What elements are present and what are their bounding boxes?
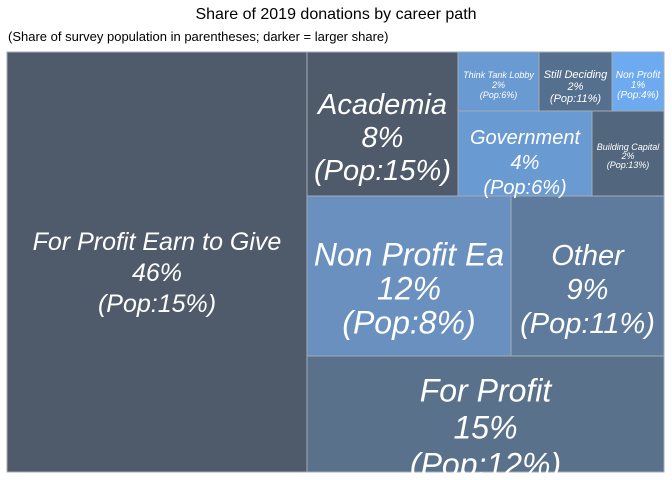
tile-label-for-profit-earn-to-give: For Profit Earn to Give bbox=[33, 228, 282, 256]
tile-share-other: 9% bbox=[567, 274, 609, 306]
tile-label-academia: Academia bbox=[316, 89, 447, 121]
tile-pop-academia: (Pop:15%) bbox=[314, 155, 451, 187]
tile-pop-for-profit-earn-to-give: (Pop:15%) bbox=[98, 290, 216, 318]
tile-for-profit bbox=[306, 355, 665, 473]
tile-share-for-profit-earn-to-give: 46% bbox=[132, 259, 182, 287]
tile-pop-still-deciding: (Pop:11%) bbox=[550, 93, 601, 105]
tile-label-non-profit: Non Profit bbox=[616, 70, 662, 81]
chart-title: Share of 2019 donations by career path bbox=[195, 6, 477, 23]
tile-for-profit-earn-to-give bbox=[6, 51, 308, 473]
tile-share-still-deciding: 2% bbox=[567, 81, 584, 93]
tile-share-government: 4% bbox=[511, 152, 540, 174]
chart-subtitle: (Share of survey population in parenthes… bbox=[8, 29, 389, 44]
tile-share-building-capital: 2% bbox=[620, 151, 634, 161]
tile-academia bbox=[306, 51, 459, 197]
tile-pop-for-profit: (Pop:12%) bbox=[410, 447, 561, 480]
tile-pop-building-capital: (Pop:13%) bbox=[607, 160, 650, 170]
tile-label-for-profit: For Profit bbox=[420, 373, 553, 409]
tile-share-think-tank-lobby: 2% bbox=[491, 80, 505, 90]
tile-label-government: Government bbox=[470, 127, 581, 149]
tile-label-think-tank-lobby: Think Tank Lobby bbox=[463, 70, 534, 80]
tile-label-still-deciding: Still Deciding bbox=[544, 69, 608, 81]
tile-still-deciding bbox=[538, 51, 613, 112]
tile-pop-think-tank-lobby: (Pop:6%) bbox=[480, 90, 518, 100]
tile-non-profit-earn-to-give bbox=[306, 195, 512, 357]
tile-pop-non-profit-earn-to-give: (Pop:8%) bbox=[342, 305, 475, 341]
tile-share-non-profit-earn-to-give: 12% bbox=[377, 271, 441, 307]
tile-share-non-profit: 1% bbox=[631, 80, 646, 91]
tile-share-for-profit: 15% bbox=[453, 410, 517, 446]
tile-building-capital bbox=[591, 110, 665, 197]
tile-label-other: Other bbox=[551, 240, 625, 272]
tile-other bbox=[510, 195, 665, 357]
tile-label-non-profit-earn-to-give: Non Profit Ea bbox=[314, 237, 504, 273]
tile-label-building-capital: Building Capital bbox=[597, 142, 661, 152]
tile-non-profit bbox=[611, 51, 665, 112]
tile-share-academia: 8% bbox=[362, 122, 404, 154]
tile-pop-other: (Pop:11%) bbox=[520, 308, 655, 340]
tile-pop-non-profit: (Pop:4%) bbox=[617, 90, 659, 101]
tile-pop-government: (Pop:6%) bbox=[483, 177, 566, 199]
